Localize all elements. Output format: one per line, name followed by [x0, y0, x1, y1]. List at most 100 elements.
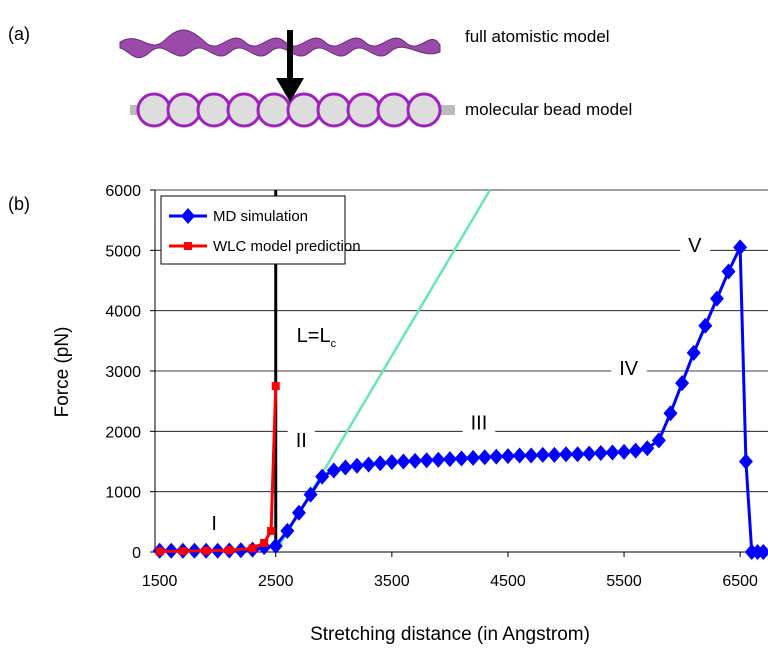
data-point	[291, 504, 306, 521]
data-point	[260, 538, 269, 547]
legend-marker	[184, 242, 192, 250]
annotation-label: I	[211, 513, 217, 535]
panel-label: (b)	[8, 194, 30, 214]
data-point	[628, 442, 643, 459]
data-point	[280, 522, 295, 539]
legend: MD simulation WLC model prediction	[160, 195, 361, 265]
data-point	[524, 447, 539, 464]
annotation-label: V	[688, 235, 702, 257]
data-point	[721, 263, 736, 280]
plot: 0 1000 2000 3000 4000 5000 6000 1500 2500 3500 450…	[105, 183, 768, 590]
data-point	[315, 468, 330, 485]
x-tick-label: 4500	[490, 573, 526, 590]
annotation: V	[680, 234, 711, 257]
data-point	[338, 459, 353, 476]
data-point	[738, 453, 753, 470]
panel-label: (a)	[8, 24, 30, 44]
arrow	[276, 30, 304, 102]
data-point	[384, 454, 399, 471]
annotation-label: L=Lc	[297, 325, 337, 350]
data-point	[202, 546, 211, 555]
data-point	[466, 449, 481, 466]
data-point	[178, 547, 187, 556]
data-point	[663, 405, 678, 422]
data-point	[535, 446, 550, 463]
x-axis-label: Stretching distance (in Angstrom)	[310, 624, 590, 645]
annotation-bg	[680, 234, 711, 257]
data-point	[267, 526, 276, 535]
data-point	[248, 544, 257, 553]
data-point	[709, 290, 724, 307]
data-point	[617, 443, 632, 460]
y-tick-label: 0	[132, 545, 141, 562]
data-point	[593, 445, 608, 462]
y-tick-label: 4000	[105, 304, 141, 321]
legend-label: MD simulation	[213, 208, 308, 225]
annotation-bg	[462, 412, 496, 435]
data-point	[326, 462, 341, 479]
annotation-bg	[288, 324, 345, 350]
data-point	[547, 446, 562, 463]
annotation-label: II	[296, 430, 307, 452]
data-point	[271, 382, 280, 391]
annotation-label: IV	[619, 358, 639, 380]
data-point	[477, 449, 492, 466]
data-point	[350, 457, 365, 474]
annotation-bg	[611, 357, 647, 380]
data-point	[500, 448, 515, 465]
annotation-bg	[203, 513, 225, 536]
data-point	[155, 547, 164, 556]
data-point	[268, 537, 283, 554]
data-point	[733, 239, 748, 256]
x-tick-label: 1500	[142, 573, 178, 590]
y-tick-label: 3000	[105, 364, 141, 381]
annotation: L=Lc	[288, 324, 345, 350]
x-tick-label: 3500	[374, 573, 410, 590]
data-point	[512, 447, 527, 464]
annotation-label: III	[471, 412, 488, 434]
annotation: II	[287, 429, 315, 452]
data-point	[698, 317, 713, 334]
data-point	[640, 440, 655, 457]
legend-marker	[181, 208, 195, 224]
data-point	[419, 452, 434, 469]
data-point	[570, 446, 585, 463]
data-point	[651, 432, 666, 449]
annotation-bg	[287, 429, 315, 452]
legend-box	[160, 195, 346, 265]
annotation: I	[203, 513, 225, 536]
bead-model	[130, 92, 455, 128]
annotation: III	[462, 412, 496, 435]
data-point	[361, 456, 376, 473]
data-point	[225, 546, 234, 555]
y-tick-label: 5000	[105, 243, 141, 260]
legend-label: WLC model prediction	[213, 238, 361, 255]
data-point	[396, 453, 411, 470]
data-point	[675, 375, 690, 392]
y-tick-label: 1000	[105, 485, 141, 502]
data-point	[431, 451, 446, 468]
data-point	[442, 451, 457, 468]
data-point	[489, 448, 504, 465]
x-tick-label: 5500	[606, 573, 642, 590]
y-tick-label: 2000	[105, 424, 141, 441]
x-tick-label: 6500	[722, 573, 758, 590]
data-point	[605, 444, 620, 461]
helix	[119, 29, 441, 59]
annotation: IV	[611, 357, 647, 380]
data-point	[582, 445, 597, 462]
y-axis-label: Force (pN)	[52, 327, 73, 418]
data-point	[454, 450, 469, 467]
data-point	[756, 544, 768, 560]
data-point	[373, 455, 388, 472]
data-point	[686, 344, 701, 361]
data-point	[303, 486, 318, 503]
y-tick-label: 6000	[105, 183, 141, 200]
data-point	[408, 452, 423, 469]
annotation-subscript: c	[331, 338, 337, 350]
x-tick-label: 2500	[258, 573, 294, 590]
model-label: full atomistic model	[465, 27, 610, 46]
data-point	[558, 446, 573, 463]
series-line	[159, 246, 764, 554]
